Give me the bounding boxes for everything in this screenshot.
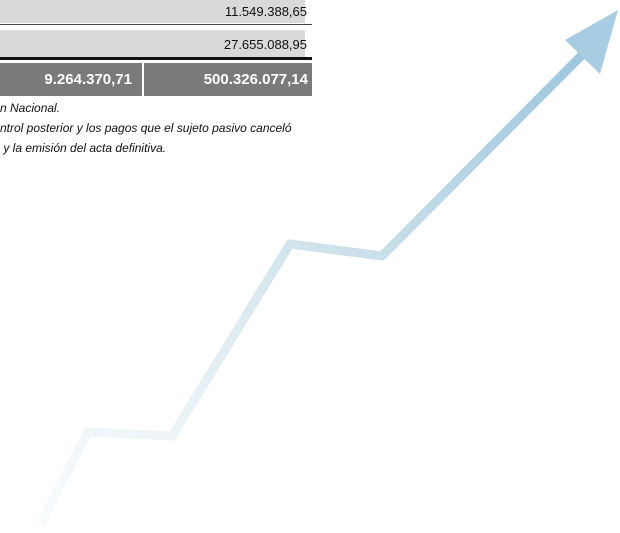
total-row — [0, 63, 312, 96]
label-cell — [0, 0, 305, 23]
note: y la emisión del acta definitiva. — [0, 141, 167, 155]
total-cell: 9.264.370,71 — [44, 71, 132, 88]
value-cell: 27.655.088,95 — [223, 37, 307, 52]
row-rule — [0, 24, 312, 25]
value-cell: 11.549.388,65 — [224, 4, 307, 19]
note: ntrol posterior y los pagos que el sujet… — [0, 121, 292, 135]
cell-divider — [142, 63, 144, 96]
note: n Nacional. — [0, 101, 61, 115]
total-cell: 500.326.077,14 — [203, 71, 308, 88]
row-rule — [0, 57, 312, 60]
label-cell — [0, 30, 305, 57]
